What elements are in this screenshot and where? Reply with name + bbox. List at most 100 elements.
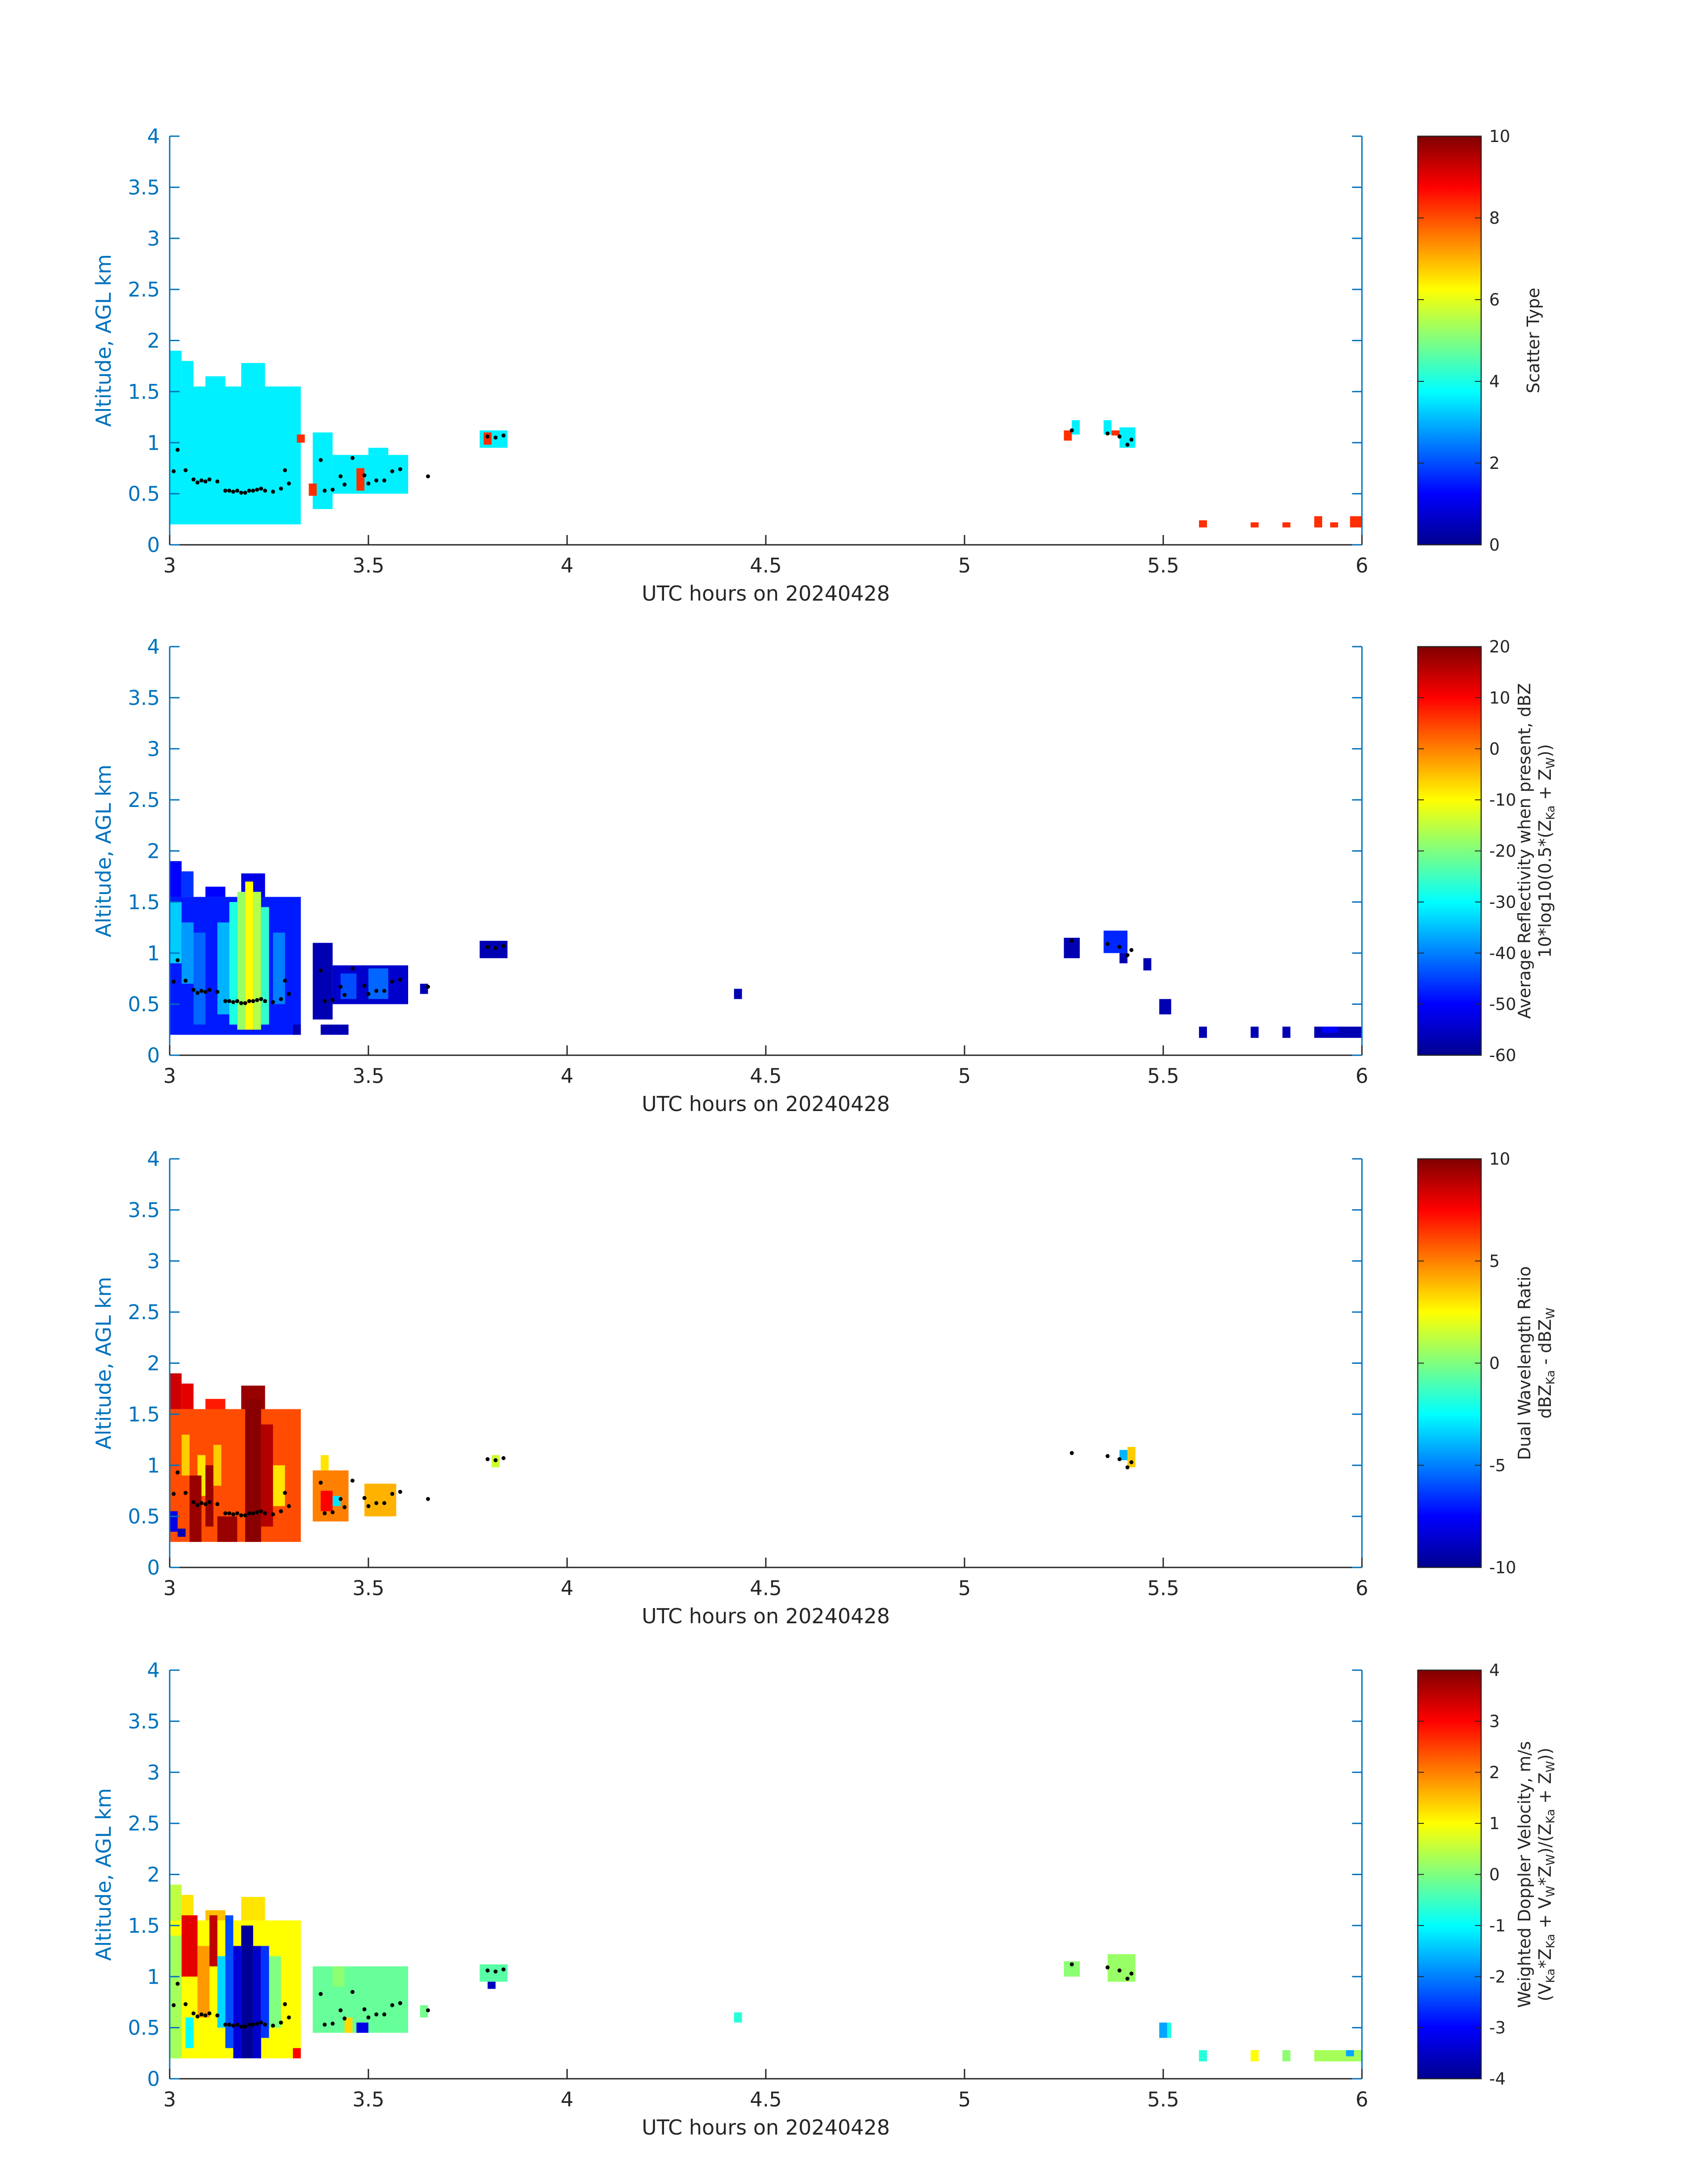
heatmap-cell — [170, 386, 301, 525]
data-point — [223, 1511, 228, 1516]
heatmap-cell — [1107, 1954, 1136, 1982]
colorbar-label: Scatter Type — [1524, 288, 1543, 393]
data-point — [227, 999, 231, 1003]
data-point — [330, 2021, 335, 2026]
colorbar-tick-label: 8 — [1489, 209, 1500, 228]
data-point — [215, 2013, 220, 2018]
data-point — [235, 999, 239, 1003]
formula-subscript: W — [1544, 757, 1558, 769]
data-point — [501, 433, 506, 438]
heatmap-cell — [313, 432, 333, 509]
formula-subscript: Ka — [1544, 1968, 1558, 1983]
heatmap-cell — [321, 1455, 329, 1471]
heatmap-cell — [241, 363, 265, 387]
colorbar-tick-label: 4 — [1489, 372, 1500, 391]
heatmap-cell — [296, 434, 305, 443]
data-point — [382, 1501, 387, 1505]
data-point — [255, 2021, 259, 2026]
data-point — [1105, 1454, 1110, 1458]
data-point — [223, 2022, 228, 2027]
x-tick-label: 3.5 — [352, 554, 384, 577]
y-tick-label: 1 — [147, 1454, 160, 1477]
y-tick-label: 3 — [147, 1249, 160, 1273]
y-tick-label: 2 — [147, 329, 160, 353]
x-tick-label: 4.5 — [750, 1064, 782, 1088]
data-point — [318, 968, 323, 973]
data-point — [207, 988, 212, 992]
data-point — [330, 998, 335, 1002]
colorbar-tick-label: -30 — [1489, 893, 1516, 912]
data-point — [215, 479, 220, 484]
y-tick-label: 2.5 — [128, 278, 160, 301]
data-point — [366, 2015, 371, 2020]
data-point — [271, 2023, 275, 2028]
data-point — [1117, 945, 1122, 949]
data-point — [215, 990, 220, 994]
data-point — [374, 2012, 379, 2017]
colorbar-tick-label: -20 — [1489, 842, 1516, 861]
data-point — [247, 489, 251, 493]
y-tick-label: 3.5 — [128, 686, 160, 710]
heatmap-cell — [1250, 2050, 1259, 2062]
heatmap-cell — [181, 1915, 198, 1977]
x-axis-label: UTC hours on 20240428 — [642, 1604, 890, 1628]
data-point — [199, 2012, 204, 2017]
colorbar-formula: dBZKa - dBZW — [1535, 1308, 1558, 1419]
x-tick-label: 5.5 — [1147, 1064, 1179, 1088]
x-tick-label: 3.5 — [352, 1064, 384, 1088]
data-point — [342, 482, 347, 487]
heatmap-cell — [1350, 516, 1362, 528]
formula-part: + V — [1535, 1897, 1555, 1934]
cloud-base-points — [171, 1451, 1134, 1517]
heatmap-cell — [313, 943, 333, 1020]
x-axis-label: UTC hours on 20240428 — [642, 1092, 890, 1116]
x-tick-label: 5.5 — [1147, 1576, 1179, 1600]
data-point — [195, 2014, 200, 2018]
heatmap-cell — [332, 455, 408, 494]
data-point — [227, 1511, 231, 1516]
x-axis-label: UTC hours on 20240428 — [642, 2115, 890, 2139]
heatmap-cell — [245, 1399, 261, 1542]
y-tick-label: 2 — [147, 840, 160, 863]
heatmap-cell — [1072, 420, 1080, 435]
heatmap-cell — [237, 892, 246, 1030]
colorbar-formula: (VKa*ZKa + VW*ZW)/(ZKa + ZW)) — [1535, 1748, 1558, 2002]
formula-part: )/(Z — [1535, 1824, 1555, 1855]
heatmap-cell — [292, 1024, 301, 1035]
data-point — [338, 2008, 343, 2013]
data-point — [239, 490, 243, 495]
data-point — [390, 1492, 394, 1496]
data-point — [231, 1000, 235, 1004]
data-point — [1117, 1968, 1122, 1973]
data-point — [247, 999, 251, 1003]
heatmap-cell — [1314, 2050, 1362, 2062]
data-point — [203, 2013, 208, 2018]
data-point — [175, 447, 180, 452]
data-point — [207, 477, 212, 482]
heatmap-cell — [253, 1946, 261, 2059]
y-tick-label: 0 — [147, 1044, 160, 1067]
heatmap-cell — [488, 1981, 496, 1989]
heatmap-cell — [209, 1915, 217, 1967]
data-point — [1129, 1460, 1134, 1464]
heatmap-cell — [1064, 430, 1072, 441]
heatmap-cell — [1119, 953, 1128, 964]
heatmap-cell — [273, 932, 285, 1004]
y-tick-label: 0.5 — [128, 2016, 160, 2040]
heatmap-cell — [321, 1024, 349, 1035]
y-tick-label: 3 — [147, 1761, 160, 1784]
heatmap-cells — [170, 1373, 1136, 1542]
y-tick-label: 4 — [147, 1147, 160, 1171]
x-tick-label: 4.5 — [750, 554, 782, 577]
x-tick-label: 5.5 — [1147, 2088, 1179, 2111]
data-point — [1105, 1965, 1110, 1970]
data-point — [171, 979, 176, 984]
data-point — [235, 2022, 239, 2027]
colorbar-tick-label: 6 — [1489, 290, 1500, 309]
data-point — [207, 2011, 212, 2016]
formula-part: - dBZ — [1535, 1319, 1555, 1370]
data-point — [251, 1511, 255, 1516]
data-point — [1069, 1962, 1074, 1967]
cloud-base-points — [171, 428, 1134, 495]
